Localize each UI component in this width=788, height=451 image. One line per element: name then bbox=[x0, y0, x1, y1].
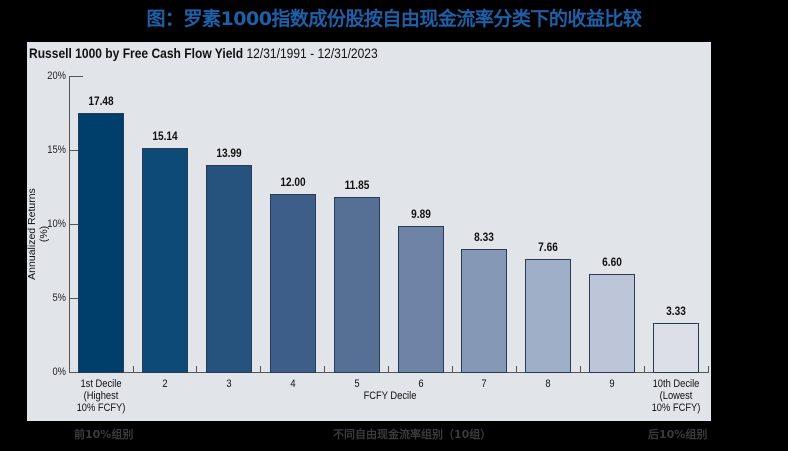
x-tick bbox=[196, 366, 198, 372]
footer-right-label: 后10%组别 bbox=[648, 428, 708, 441]
y-tick bbox=[69, 150, 83, 151]
bar bbox=[653, 322, 700, 373]
bar-value-label: 11.85 bbox=[344, 179, 369, 192]
bar-value-label: 17.48 bbox=[88, 96, 114, 109]
x-tick bbox=[707, 366, 709, 372]
x-category-label: 2 bbox=[162, 378, 168, 390]
chart-header: Russell 1000 by Free Cash Flow Yield 12/… bbox=[29, 43, 378, 63]
x-category-label: 10th Decile (Lowest 10% FCFY) bbox=[651, 378, 701, 414]
x-tick bbox=[388, 366, 390, 372]
bar bbox=[589, 274, 636, 373]
x-category-label: 5 bbox=[353, 378, 360, 390]
x-tick bbox=[324, 366, 326, 372]
chart-header-period: 12/31/1991 - 12/31/2023 bbox=[246, 45, 378, 61]
y-tick bbox=[69, 224, 83, 225]
bar bbox=[141, 147, 188, 373]
y-tick-label: 20% bbox=[47, 70, 66, 82]
y-axis-label: Annualized Returns (%) bbox=[26, 188, 50, 280]
chart-header-title: Russell 1000 by Free Cash Flow Yield bbox=[29, 45, 244, 61]
bar-value-label: 9.89 bbox=[410, 208, 431, 221]
bar bbox=[397, 225, 444, 373]
bar bbox=[333, 196, 380, 373]
bar-value-label: 7.66 bbox=[538, 241, 559, 254]
x-category-label: 1st Decile (Highest 10% FCFY) bbox=[76, 378, 126, 414]
bar-value-label: 6.60 bbox=[602, 257, 623, 270]
x-axis bbox=[69, 372, 709, 373]
figure-title: 图：罗素1000指数成份股按自由现金流率分类下的收益比较 bbox=[146, 8, 642, 30]
y-tick-label: 15% bbox=[47, 144, 66, 156]
footer-center-label: 不同自由现金流率组别（10组） bbox=[333, 428, 492, 441]
bar-value-label: 15.14 bbox=[152, 130, 178, 143]
bar bbox=[461, 248, 508, 373]
x-category-label: 3 bbox=[226, 378, 232, 390]
x-category-label: 8 bbox=[545, 378, 551, 390]
footer-left-label: 前10%组别 bbox=[74, 428, 134, 441]
y-tick-label: 10% bbox=[47, 218, 66, 230]
y-tick-label: 0% bbox=[52, 366, 66, 378]
y-tick bbox=[69, 298, 83, 299]
bar bbox=[78, 113, 124, 373]
x-tick bbox=[452, 366, 453, 372]
x-axis-label: FCFY Decile bbox=[363, 390, 417, 402]
y-tick bbox=[69, 76, 83, 77]
x-tick bbox=[643, 366, 645, 372]
bar bbox=[525, 258, 572, 373]
bar-value-label: 8.33 bbox=[474, 231, 495, 244]
x-tick bbox=[132, 366, 134, 372]
bar-value-label: 3.33 bbox=[666, 305, 686, 318]
x-category-label: 9 bbox=[609, 378, 615, 390]
bar bbox=[269, 194, 316, 373]
x-tick bbox=[260, 366, 262, 372]
x-category-label: 6 bbox=[417, 378, 424, 390]
x-tick bbox=[579, 366, 581, 372]
x-category-label: 7 bbox=[481, 378, 487, 390]
x-category-label: 4 bbox=[290, 378, 296, 390]
bar-value-label: 12.00 bbox=[280, 177, 306, 190]
x-tick bbox=[515, 366, 517, 372]
bar bbox=[205, 164, 252, 373]
bar-value-label: 13.99 bbox=[216, 147, 242, 160]
y-tick-label: 5% bbox=[52, 292, 66, 304]
